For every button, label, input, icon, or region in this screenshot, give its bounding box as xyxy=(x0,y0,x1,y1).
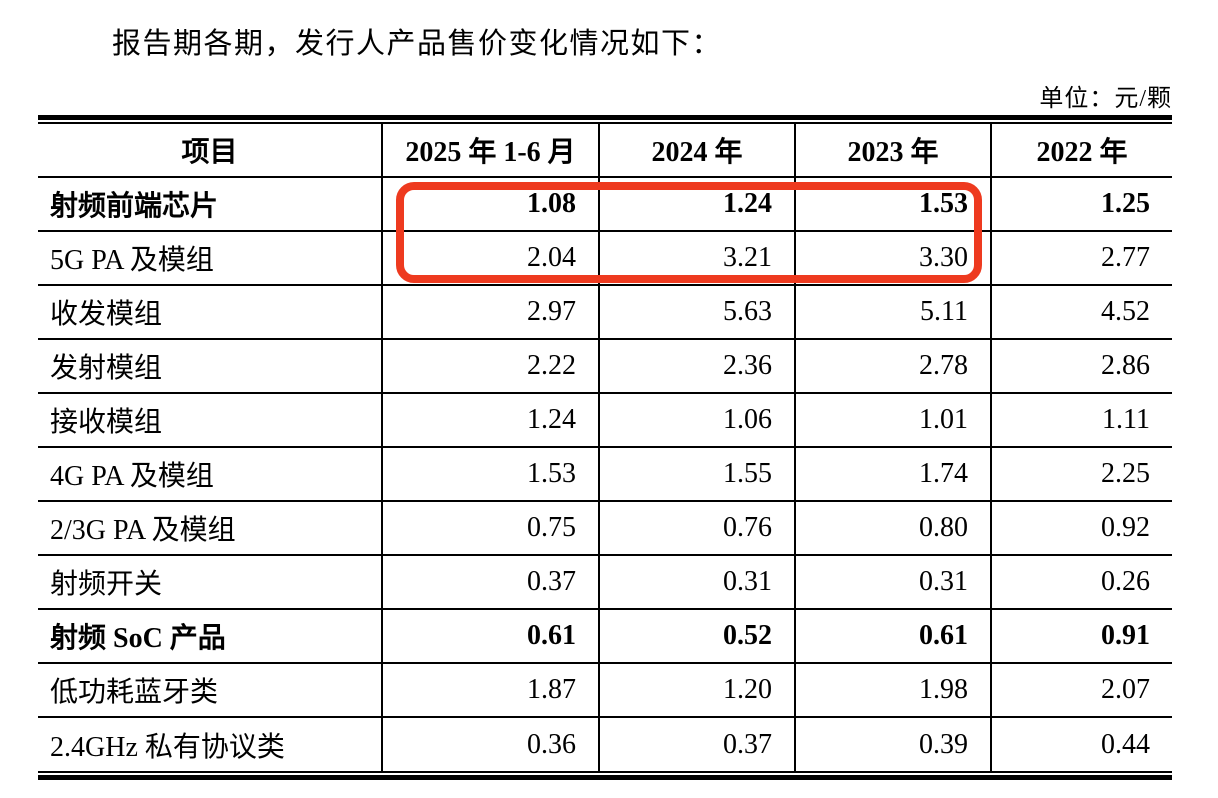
price-cell: 1.20 xyxy=(598,662,796,718)
price-cell: 3.21 xyxy=(598,230,796,286)
price-cell: 1.24 xyxy=(598,176,796,232)
price-cell: 1.11 xyxy=(990,392,1172,448)
table-row: 射频前端芯片 1.08 1.24 1.53 1.25 xyxy=(38,176,1172,232)
row-label: 射频 SoC 产品 xyxy=(38,608,383,664)
price-cell: 1.06 xyxy=(598,392,796,448)
table-body: 射频前端芯片 1.08 1.24 1.53 1.25 5G PA 及模组 2.04 3.21 3… xyxy=(38,176,1172,771)
row-label: 2/3G PA 及模组 xyxy=(38,500,383,556)
table-row: 低功耗蓝牙类 1.87 1.20 1.98 2.07 xyxy=(38,662,1172,718)
row-label: 射频开关 xyxy=(38,554,383,610)
price-cell: 0.92 xyxy=(990,500,1172,556)
price-cell: 0.91 xyxy=(990,608,1172,664)
col-header-period: 2022 年 xyxy=(990,124,1172,178)
price-cell: 2.07 xyxy=(990,662,1172,718)
table-row: 发射模组 2.22 2.36 2.78 2.86 xyxy=(38,338,1172,394)
col-header-period: 2024 年 xyxy=(598,124,796,178)
row-label: 低功耗蓝牙类 xyxy=(38,662,383,718)
price-cell: 1.74 xyxy=(794,446,992,502)
table-row: 收发模组 2.97 5.63 5.11 4.52 xyxy=(38,284,1172,340)
price-cell: 2.97 xyxy=(381,284,600,340)
intro-text: 报告期各期，发行人产品售价变化情况如下： xyxy=(112,28,723,60)
price-table: 项目 2025 年 1-6 月 2024 年 2023 年 2022 年 射频前端芯片 1… xyxy=(38,115,1172,780)
price-cell: 3.30 xyxy=(794,230,992,286)
price-cell: 4.52 xyxy=(990,284,1172,340)
price-cell: 0.61 xyxy=(381,608,600,664)
row-label: 4G PA 及模组 xyxy=(38,446,383,502)
price-cell: 1.25 xyxy=(990,176,1172,232)
price-cell: 0.39 xyxy=(794,716,992,771)
price-cell: 1.01 xyxy=(794,392,992,448)
price-cell: 1.24 xyxy=(381,392,600,448)
price-cell: 1.87 xyxy=(381,662,600,718)
row-label: 发射模组 xyxy=(38,338,383,394)
table-row: 射频 SoC 产品 0.61 0.52 0.61 0.91 xyxy=(38,608,1172,664)
table-row: 射频开关 0.37 0.31 0.31 0.26 xyxy=(38,554,1172,610)
price-cell: 2.25 xyxy=(990,446,1172,502)
price-cell: 0.36 xyxy=(381,716,600,771)
price-cell: 0.26 xyxy=(990,554,1172,610)
price-cell: 2.86 xyxy=(990,338,1172,394)
table-row: 接收模组 1.24 1.06 1.01 1.11 xyxy=(38,392,1172,448)
table-top-border xyxy=(38,115,1172,124)
col-header-period: 2025 年 1-6 月 xyxy=(381,124,600,178)
price-cell: 2.04 xyxy=(381,230,600,286)
price-cell: 2.78 xyxy=(794,338,992,394)
table-row: 4G PA 及模组 1.53 1.55 1.74 2.25 xyxy=(38,446,1172,502)
price-cell: 0.31 xyxy=(598,554,796,610)
price-cell: 2.77 xyxy=(990,230,1172,286)
row-label: 收发模组 xyxy=(38,284,383,340)
table-bottom-border xyxy=(38,771,1172,780)
header-row: 项目 2025 年 1-6 月 2024 年 2023 年 2022 年 xyxy=(38,124,1172,178)
price-cell: 0.75 xyxy=(381,500,600,556)
price-cell: 1.53 xyxy=(381,446,600,502)
col-header-item: 项目 xyxy=(38,124,383,178)
row-label: 接收模组 xyxy=(38,392,383,448)
price-cell: 0.37 xyxy=(598,716,796,771)
price-cell: 0.37 xyxy=(381,554,600,610)
price-cell: 0.61 xyxy=(794,608,992,664)
price-cell: 1.53 xyxy=(794,176,992,232)
price-cell: 1.55 xyxy=(598,446,796,502)
price-cell: 5.11 xyxy=(794,284,992,340)
price-cell: 0.80 xyxy=(794,500,992,556)
price-cell: 0.76 xyxy=(598,500,796,556)
table-row: 2.4GHz 私有协议类 0.36 0.37 0.39 0.44 xyxy=(38,716,1172,771)
price-cell: 0.31 xyxy=(794,554,992,610)
price-cell: 0.52 xyxy=(598,608,796,664)
row-label: 5G PA 及模组 xyxy=(38,230,383,286)
price-cell: 0.44 xyxy=(990,716,1172,771)
row-label: 2.4GHz 私有协议类 xyxy=(38,716,383,771)
table-row: 2/3G PA 及模组 0.75 0.76 0.80 0.92 xyxy=(38,500,1172,556)
price-cell: 1.08 xyxy=(381,176,600,232)
col-header-period: 2023 年 xyxy=(794,124,992,178)
price-cell: 2.36 xyxy=(598,338,796,394)
row-label: 射频前端芯片 xyxy=(38,176,383,232)
unit-label: 单位：元/颗 xyxy=(1039,86,1172,112)
price-cell: 5.63 xyxy=(598,284,796,340)
table-row: 5G PA 及模组 2.04 3.21 3.30 2.77 xyxy=(38,230,1172,286)
price-cell: 2.22 xyxy=(381,338,600,394)
price-cell: 1.98 xyxy=(794,662,992,718)
price-table-grid: 项目 2025 年 1-6 月 2024 年 2023 年 2022 年 射频前端芯片 1… xyxy=(38,124,1172,771)
